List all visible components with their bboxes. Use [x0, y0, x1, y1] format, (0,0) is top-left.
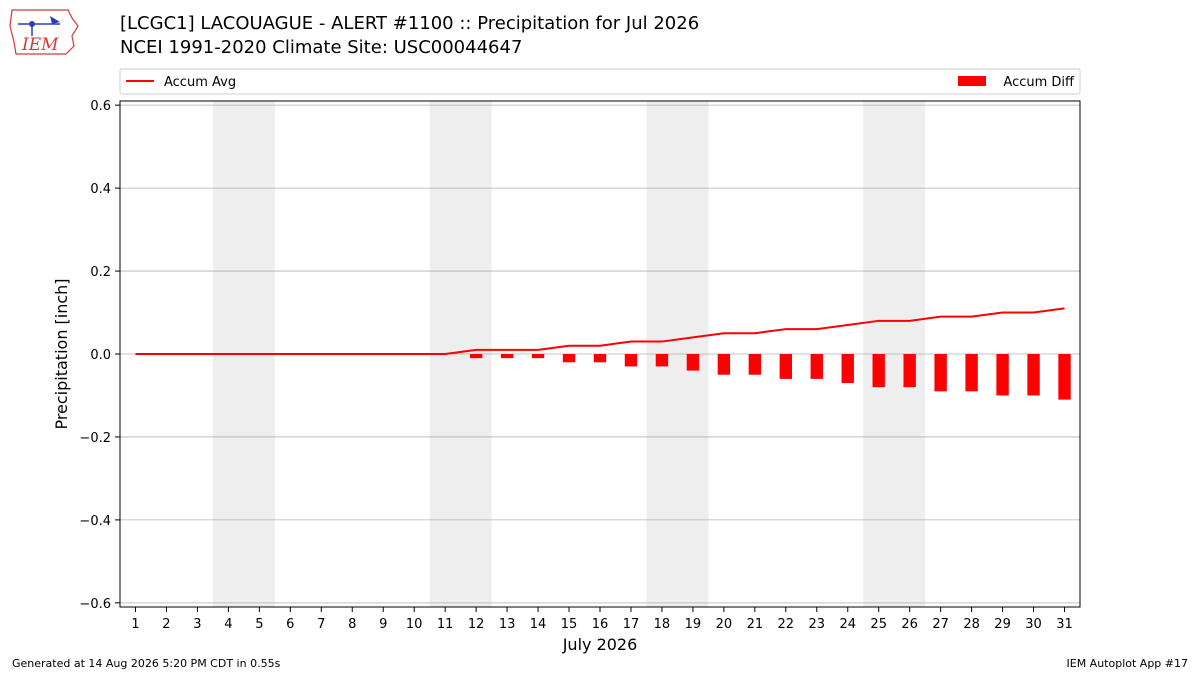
iowa-outline-icon [9, 9, 79, 55]
generated-timestamp: Generated at 14 Aug 2026 5:20 PM CDT in … [12, 657, 281, 670]
x-tick-label-1: 1 [131, 617, 139, 632]
x-tick-label-5: 5 [255, 617, 263, 632]
y-tick-label-1: −0.4 [79, 514, 111, 529]
accum-diff-bar-day-13 [500, 354, 514, 359]
x-tick-label-21: 21 [747, 617, 764, 632]
x-tick-label-23: 23 [809, 617, 826, 632]
accum-diff-bar-day-12 [469, 354, 483, 359]
x-tick-label-27: 27 [932, 617, 949, 632]
accum-diff-bar-day-29 [996, 354, 1009, 396]
accum-diff-bar-day-19 [686, 354, 700, 371]
legend-accum-diff-label: Accum Diff [1003, 75, 1075, 90]
x-tick-label-3: 3 [193, 617, 201, 632]
legend-box [119, 68, 1081, 95]
logo-text: IEM [21, 35, 59, 55]
accum-diff-bar-day-15 [562, 354, 576, 363]
x-tick-label-28: 28 [963, 617, 980, 632]
x-tick-label-22: 22 [778, 617, 795, 632]
accum-avg-line [135, 307, 1065, 355]
x-tick-label-17: 17 [623, 617, 640, 632]
legend-accum-diff-swatch [958, 76, 986, 86]
accum-diff-bars [469, 354, 1071, 400]
x-tick-label-31: 31 [1056, 617, 1073, 632]
x-tick-label-4: 4 [224, 617, 232, 632]
x-tick-label-26: 26 [901, 617, 918, 632]
accum-diff-bar-day-16 [593, 354, 607, 363]
accum-diff-bar-day-22 [779, 354, 792, 379]
x-tick-label-11: 11 [437, 617, 454, 632]
accum-diff-bar-day-26 [903, 354, 916, 388]
x-tick-label-9: 9 [379, 617, 387, 632]
y-tick-label-2: −0.2 [79, 431, 111, 446]
x-tick-label-10: 10 [406, 617, 423, 632]
x-tick-label-14: 14 [530, 617, 547, 632]
accum-diff-bar-day-21 [748, 354, 762, 375]
x-tick-label-19: 19 [685, 617, 702, 632]
accum-diff-bar-day-23 [810, 354, 823, 379]
accum-diff-bar-day-18 [655, 354, 669, 367]
accum-diff-bar-day-20 [717, 354, 731, 375]
x-tick-label-7: 7 [317, 617, 325, 632]
x-tick-label-29: 29 [994, 617, 1011, 632]
x-tick-label-12: 12 [468, 617, 485, 632]
accum-diff-bar-day-17 [624, 354, 638, 367]
accum-diff-bar-day-28 [965, 354, 978, 392]
y-tick-label-6: 0.6 [90, 99, 111, 114]
iem-logo: IEM [9, 9, 79, 55]
accum-diff-bar-day-30 [1027, 354, 1040, 396]
x-tick-label-16: 16 [592, 617, 609, 632]
x-tick-label-15: 15 [561, 617, 578, 632]
x-tick-label-30: 30 [1025, 617, 1042, 632]
accum-diff-bar-day-27 [934, 354, 947, 392]
x-tick-label-24: 24 [839, 617, 856, 632]
chart-title: [LCGC1] LACOUAGUE - ALERT #1100 :: Preci… [120, 13, 700, 34]
x-tick-label-8: 8 [348, 617, 356, 632]
x-tick-label-13: 13 [499, 617, 516, 632]
x-axis-label: July 2026 [562, 635, 638, 654]
chart-subtitle: NCEI 1991-2020 Climate Site: USC00044647 [120, 37, 523, 58]
legend: Accum Avg Accum Diff [119, 68, 1081, 95]
y-axis-label: Precipitation [inch] [52, 278, 71, 429]
x-axis-ticks: 1 2 3 4 5 6 7 8 9 10 11 12 13 14 15 16 17 18 19 20 21 22 23 24 2… [131, 607, 1073, 632]
y-tick-label-3: 0.0 [90, 348, 111, 363]
x-tick-label-6: 6 [286, 617, 294, 632]
y-tick-label-4: 0.2 [90, 265, 111, 280]
x-tick-label-25: 25 [870, 617, 887, 632]
legend-accum-avg-label: Accum Avg [164, 75, 236, 90]
y-axis-ticks: −0.6 −0.4 −0.2 0.0 0.2 0.4 0.6 [79, 99, 120, 612]
x-tick-label-18: 18 [654, 617, 671, 632]
y-tick-label-5: 0.4 [90, 182, 111, 197]
accum-diff-bar-day-14 [531, 354, 545, 359]
app-id: IEM Autoplot App #17 [1066, 657, 1189, 670]
accum-diff-bar-day-24 [841, 354, 854, 384]
accum-avg-line-group [135, 307, 1065, 355]
x-tick-label-2: 2 [162, 617, 170, 632]
x-tick-label-20: 20 [716, 617, 733, 632]
y-tick-label-0: −0.6 [79, 597, 111, 612]
accum-diff-bar-day-25 [872, 354, 885, 388]
accum-diff-bar-day-31 [1058, 354, 1071, 400]
